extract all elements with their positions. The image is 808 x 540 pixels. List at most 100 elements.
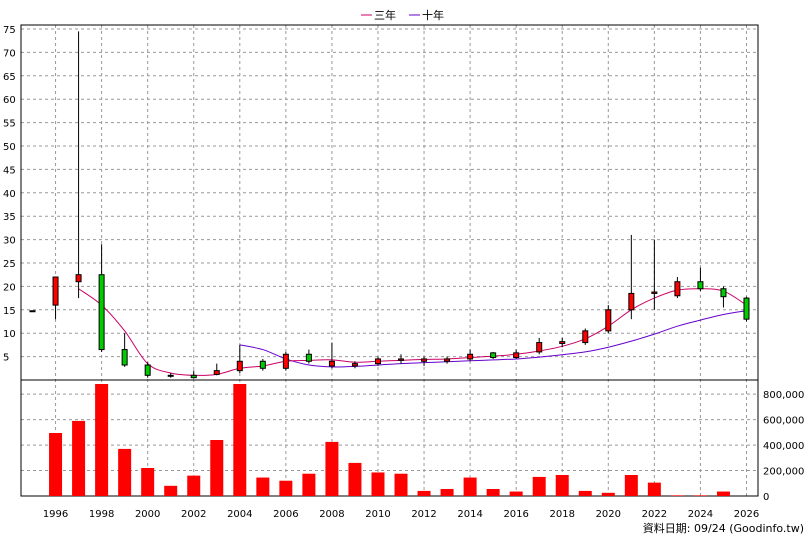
volume-bar [578,490,592,496]
price-tick-label: 20 [3,282,16,293]
volume-tick-label: 600,000 [763,416,804,427]
candle [144,362,151,378]
year-tick-label: 2002 [181,509,206,520]
volume-bar [601,492,615,496]
price-tick-label: 45 [3,165,16,176]
candle [651,239,658,310]
price-tick-label: 40 [3,189,16,200]
year-tick-label: 2020 [596,509,621,520]
candle [582,328,589,345]
price-tick-label: 35 [3,212,16,223]
price-tick-label: 70 [3,48,16,59]
candle-body [236,360,243,372]
year-tick-label: 2016 [503,509,528,520]
candle [75,31,82,299]
candle-body [328,360,335,367]
candle [259,358,266,371]
candle [421,356,428,366]
price-tick-label: 25 [3,259,16,270]
volume-bar [325,441,339,496]
volume-bar [624,475,638,496]
year-tick-label: 2008 [319,509,344,520]
volume-bar [463,477,477,496]
year-tick-label: 2024 [688,509,713,520]
candle-body [697,281,704,290]
candle-body [305,353,312,362]
year-tick-label: 2000 [135,509,160,520]
volume-tick-label: 0 [763,492,769,503]
volume-bar [118,448,132,496]
volume-bar [532,476,546,496]
price-tick-label: 5 [3,353,9,364]
candle [559,337,566,348]
candle [236,344,243,373]
candle-body [513,352,520,359]
price-tick-label: 10 [3,329,16,340]
volume-tick-label: 800,000 [763,390,804,401]
data-date-source: 資料日期: 09/24 (Goodinfo.tw) [643,521,804,535]
candle-body [674,281,681,297]
candle [605,305,612,334]
volume-bar [555,475,569,496]
price-tick-label: 30 [3,236,16,247]
price-tick-label: 60 [3,95,16,106]
plot-frame [20,24,759,497]
year-tick-label: 1998 [89,509,114,520]
ma10-line [239,310,747,368]
candle-body [444,358,451,362]
candle-body [720,288,727,298]
candle-body [467,353,474,360]
year-axis-labels: 1996 1998 2000 2002 2004 2006 2008 2010 2012 2014… [43,509,759,520]
candle-body [605,309,612,332]
candle [305,349,312,364]
candle-body [374,358,381,365]
candle [674,277,681,299]
volume-bar [509,491,523,496]
volume-bar [670,495,684,496]
candle-body [52,276,59,306]
price-tick-label: 50 [3,142,16,153]
volume-bar [440,489,454,496]
volume-bar [693,495,707,496]
candle [697,267,704,292]
candle [467,349,474,362]
volume-bars [49,384,730,496]
candle [490,351,497,359]
candle-body [559,341,566,344]
year-tick-label: 2006 [273,509,298,520]
year-tick-label: 1996 [43,509,68,520]
volume-bar [302,473,316,496]
candle-body [75,274,82,283]
candle [328,342,335,369]
candlesticks [29,31,750,379]
candle-body [282,353,289,369]
volume-tick-label: 400,000 [763,441,804,452]
volume-bar [187,475,201,496]
candle-body [121,349,128,366]
volume-bar [417,490,431,496]
volume-bar [716,491,730,496]
grid-lines [21,25,758,496]
candle-body [398,358,405,361]
candle [444,356,451,364]
price-axis-labels: 5 10 15 20 25 30 35 40 45 50 55 60 65 70 75 [3,25,16,364]
candle [398,354,405,364]
candle [213,363,220,376]
candle [374,356,381,366]
volume-bar [95,384,109,496]
volume-bar [233,384,247,496]
volume-bar [647,482,661,496]
candle-body [144,364,151,376]
legend-ma3-label: 三年 [374,8,396,22]
year-tick-label: 2010 [365,509,390,520]
ma3-line [78,288,747,376]
moving-averages [78,288,747,376]
candle [98,244,105,352]
volume-bar [210,440,224,496]
candle [282,351,289,371]
volume-bar [72,420,86,496]
candle-body [351,363,358,367]
year-tick-label: 2022 [642,509,667,520]
candle-body [190,374,197,379]
year-tick-label: 2012 [411,509,436,520]
